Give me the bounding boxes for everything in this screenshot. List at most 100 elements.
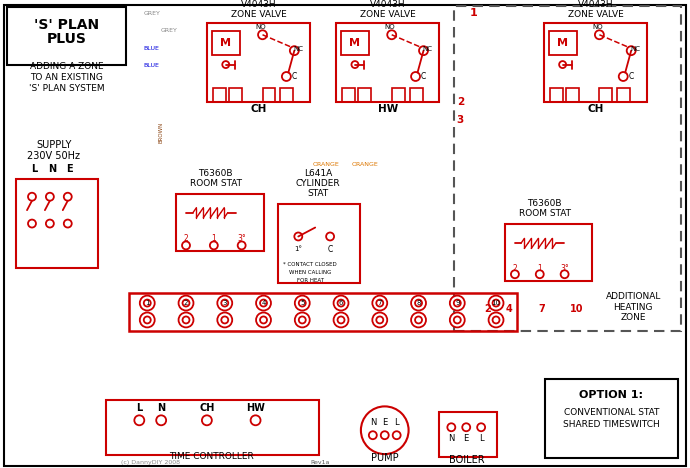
Circle shape (333, 296, 348, 310)
Circle shape (489, 313, 504, 328)
Circle shape (369, 431, 377, 439)
Text: 2: 2 (457, 97, 464, 107)
Bar (279, 204, 360, 283)
Text: 'S' PLAN SYSTEM: 'S' PLAN SYSTEM (29, 84, 105, 93)
Text: BLUE: BLUE (144, 63, 159, 68)
Bar (16, 179, 97, 268)
Text: L: L (479, 434, 484, 443)
Circle shape (450, 313, 465, 328)
Text: E: E (464, 434, 469, 443)
Text: PLUS: PLUS (47, 32, 87, 46)
Text: 'S' PLAN: 'S' PLAN (34, 18, 99, 32)
Circle shape (559, 61, 566, 68)
Text: 3°: 3° (237, 234, 246, 243)
Circle shape (46, 219, 54, 227)
Bar (212, 31, 239, 55)
Text: V4043H: V4043H (370, 0, 406, 9)
Text: HW: HW (246, 403, 265, 413)
Circle shape (299, 316, 306, 323)
Circle shape (373, 313, 387, 328)
Circle shape (144, 300, 150, 307)
Text: E: E (382, 418, 387, 427)
Text: 2: 2 (184, 234, 188, 243)
Circle shape (419, 46, 428, 55)
Text: L: L (136, 403, 142, 413)
Text: 4: 4 (506, 304, 513, 314)
Circle shape (299, 300, 306, 307)
Circle shape (561, 270, 569, 278)
Circle shape (450, 296, 465, 310)
Circle shape (295, 233, 302, 241)
Text: (c) DannyDIY 2008: (c) DannyDIY 2008 (121, 460, 180, 465)
Text: BROWN: BROWN (158, 122, 164, 143)
Circle shape (183, 300, 190, 307)
Bar (544, 379, 678, 458)
Text: 10: 10 (570, 304, 583, 314)
Circle shape (221, 316, 228, 323)
Text: V4043H: V4043H (578, 0, 613, 9)
Text: 6: 6 (339, 300, 344, 306)
Text: NC: NC (630, 46, 640, 51)
Circle shape (454, 316, 461, 323)
Circle shape (295, 296, 310, 310)
Circle shape (183, 316, 190, 323)
Bar (341, 31, 369, 55)
Text: * CONTACT CLOSED: * CONTACT CLOSED (284, 262, 337, 267)
Circle shape (337, 300, 344, 307)
Bar (440, 412, 497, 457)
Text: SHARED TIMESWITCH: SHARED TIMESWITCH (563, 420, 660, 429)
Bar (207, 23, 310, 102)
Circle shape (376, 300, 383, 307)
Text: N: N (157, 403, 165, 413)
Text: ADDITIONAL: ADDITIONAL (606, 292, 661, 300)
Bar (7, 7, 126, 65)
Text: ZONE VALVE: ZONE VALVE (360, 10, 415, 19)
Circle shape (381, 431, 388, 439)
Circle shape (493, 316, 500, 323)
Bar (342, 88, 355, 102)
Text: TIME CONTROLLER: TIME CONTROLLER (170, 452, 254, 461)
Bar (336, 23, 440, 102)
Circle shape (144, 316, 150, 323)
Text: ROOM STAT: ROOM STAT (519, 209, 571, 218)
Text: NO: NO (384, 24, 395, 30)
Circle shape (536, 270, 544, 278)
Text: BLUE: BLUE (144, 46, 159, 51)
Text: 7: 7 (377, 300, 382, 306)
Text: NO: NO (592, 24, 602, 30)
Text: 1°: 1° (295, 246, 302, 252)
Circle shape (454, 300, 461, 307)
Circle shape (447, 423, 455, 431)
Text: N: N (48, 164, 56, 174)
Circle shape (376, 316, 383, 323)
Bar (280, 88, 293, 102)
Circle shape (393, 431, 401, 439)
Circle shape (411, 296, 426, 310)
Circle shape (489, 296, 504, 310)
Text: L: L (395, 418, 399, 427)
Text: CONVENTIONAL STAT: CONVENTIONAL STAT (564, 408, 659, 417)
Text: L: L (31, 164, 37, 174)
Text: STAT: STAT (308, 189, 328, 198)
Circle shape (221, 300, 228, 307)
Text: N: N (370, 418, 376, 427)
Text: E: E (66, 164, 73, 174)
Circle shape (627, 46, 635, 55)
Bar (505, 224, 593, 281)
Circle shape (351, 61, 358, 68)
Text: NC: NC (293, 46, 304, 51)
Circle shape (290, 46, 299, 55)
Text: 4: 4 (262, 300, 266, 306)
Circle shape (222, 61, 229, 68)
Circle shape (256, 296, 271, 310)
Text: M: M (557, 38, 568, 48)
Text: SUPPLY: SUPPLY (36, 140, 72, 150)
Text: ORANGE: ORANGE (312, 162, 339, 168)
Circle shape (260, 316, 267, 323)
Text: ORANGE: ORANGE (352, 162, 379, 168)
Text: ADDING A ZONE: ADDING A ZONE (30, 62, 104, 71)
Text: CYLINDER: CYLINDER (296, 179, 340, 188)
Circle shape (493, 300, 500, 307)
Circle shape (179, 296, 193, 310)
Circle shape (295, 313, 310, 328)
